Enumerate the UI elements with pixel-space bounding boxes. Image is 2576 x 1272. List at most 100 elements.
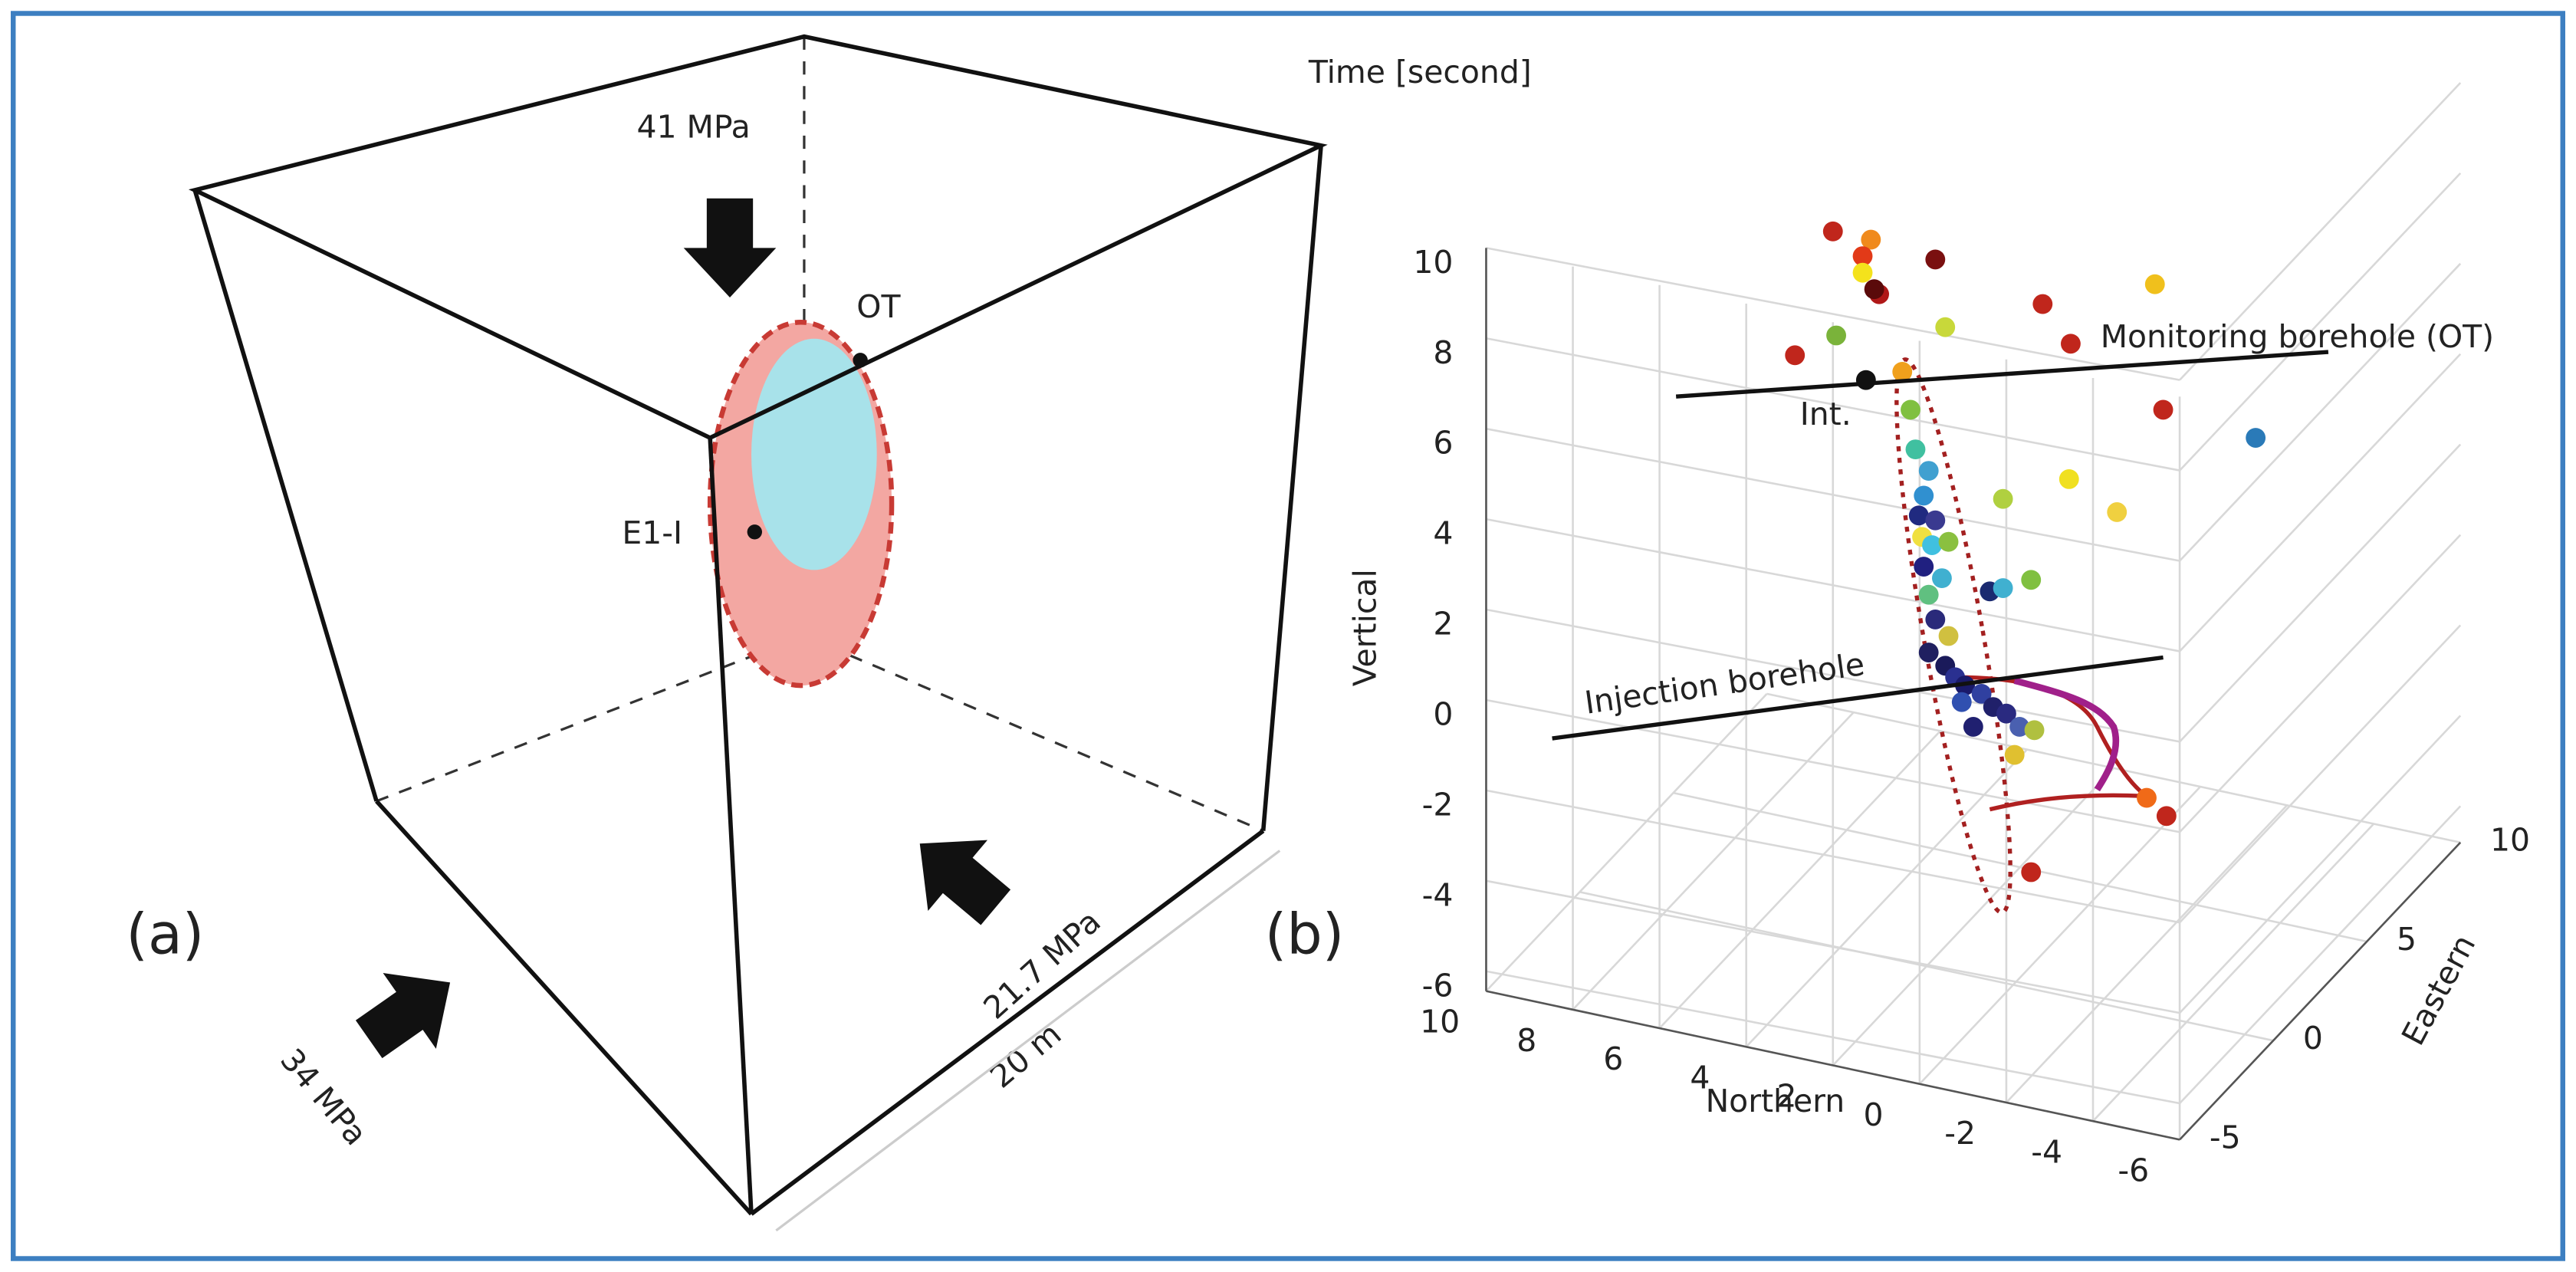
- pressure-trace: [2013, 677, 2120, 792]
- grid-line: [2179, 715, 2462, 1014]
- grid-line: [2179, 443, 2462, 743]
- fracture-outline: [1894, 357, 2013, 915]
- grid-line: [1745, 748, 2028, 1048]
- panel-b: Monitoring borehole (OT) Int. Injection …: [1265, 54, 2530, 1188]
- event: [1932, 568, 1952, 589]
- event: [1996, 703, 2016, 724]
- arrow: [683, 198, 777, 297]
- tick-label: -2: [1422, 786, 1454, 823]
- dimension-line: [775, 850, 1281, 1232]
- grid-line: [1485, 692, 1768, 992]
- grid-line: [1766, 692, 2461, 843]
- tick-label: 10: [1420, 1004, 1460, 1040]
- event: [2137, 787, 2157, 808]
- dimension-label: 20 m: [983, 1015, 1068, 1095]
- grid-line: [1918, 786, 2201, 1085]
- event: [1908, 505, 1929, 526]
- event: [2021, 570, 2042, 590]
- event: [1922, 535, 1942, 555]
- point-label: E1-I: [622, 514, 682, 551]
- tick-label: 6: [1433, 425, 1453, 462]
- tick-label: 5: [2397, 921, 2417, 958]
- tick-label: 2: [1776, 1078, 1796, 1115]
- event: [1914, 485, 1934, 506]
- injection-borehole: [1552, 655, 2164, 741]
- event: [1963, 717, 1983, 737]
- events: [1785, 221, 2266, 883]
- event: [2061, 334, 2081, 354]
- event: [1918, 643, 1939, 662]
- grid-line: [1579, 891, 2274, 1042]
- event: [1901, 399, 1921, 420]
- event: [1914, 557, 1934, 577]
- panel-label: (b): [1265, 902, 1345, 968]
- tick-label: 10: [2490, 822, 2530, 859]
- grid-line: [2179, 624, 2462, 924]
- stress-label: 41 MPa: [636, 108, 750, 145]
- point-label: OT: [856, 288, 901, 325]
- tick-label: -2: [1944, 1115, 1976, 1152]
- grid-line: [2179, 353, 2462, 652]
- event: [1993, 488, 2013, 509]
- frame: [11, 11, 2565, 1261]
- tick-label: 0: [2303, 1020, 2323, 1057]
- event: [1925, 610, 1946, 629]
- event: [1822, 221, 1843, 242]
- event: [1971, 683, 1992, 704]
- event: [2144, 274, 2165, 294]
- stimulated-zone: [751, 338, 877, 570]
- event: [1905, 439, 1926, 460]
- arrow: [355, 973, 451, 1059]
- grid-line: [2179, 82, 2462, 381]
- event: [1951, 692, 1972, 712]
- grid-line: [1673, 791, 2367, 943]
- event: [2107, 502, 2128, 522]
- event: [1935, 317, 1956, 337]
- tick-label: -6: [1422, 967, 1454, 1004]
- tick-label: -4: [2031, 1133, 2062, 1170]
- event: [1925, 510, 1946, 531]
- grid-line: [1658, 730, 1941, 1029]
- event: [1852, 246, 1873, 267]
- tick-label: 8: [1516, 1022, 1536, 1059]
- axis-label: Northern: [1706, 1083, 1845, 1119]
- event: [2153, 399, 2174, 420]
- axes: [1485, 248, 2462, 1141]
- event: [2032, 294, 2053, 314]
- event: [1864, 279, 1884, 300]
- grid: [1485, 82, 2462, 1141]
- point-marker: [853, 353, 868, 368]
- event: [1852, 262, 1873, 283]
- tick-label: 0: [1433, 696, 1453, 733]
- event: [2058, 468, 2079, 489]
- event: [1785, 345, 1806, 366]
- annotation: Monitoring borehole (OT): [2101, 318, 2494, 355]
- event: [2009, 717, 2030, 737]
- panel-label: (a): [126, 902, 204, 968]
- event: [1918, 584, 1939, 605]
- event: [1826, 325, 1846, 346]
- title: Time [second]: [1308, 54, 1532, 90]
- event: [2246, 428, 2266, 448]
- intersection: [1855, 370, 1876, 390]
- tick-label: -4: [1422, 876, 1454, 913]
- point-marker: [747, 524, 762, 540]
- grid-line: [2179, 172, 2462, 472]
- event: [1938, 531, 1959, 552]
- tick-label: 0: [1864, 1096, 1884, 1133]
- tick-label: -5: [2210, 1119, 2241, 1155]
- annotation: Injection borehole: [1582, 646, 1867, 721]
- grid-line: [1832, 767, 2114, 1067]
- grid-line: [1572, 712, 1855, 1011]
- event: [1925, 249, 1946, 270]
- annotation: Int.: [1800, 396, 1852, 432]
- grid-line: [2179, 262, 2462, 562]
- grid-line: [2092, 823, 2375, 1122]
- tick-label: 4: [1433, 515, 1453, 552]
- tick-label: 8: [1433, 334, 1453, 371]
- tick-label: 10: [1413, 244, 1453, 281]
- event: [2156, 806, 2177, 827]
- event: [1938, 626, 1959, 646]
- monitoring-borehole: [1675, 350, 2329, 399]
